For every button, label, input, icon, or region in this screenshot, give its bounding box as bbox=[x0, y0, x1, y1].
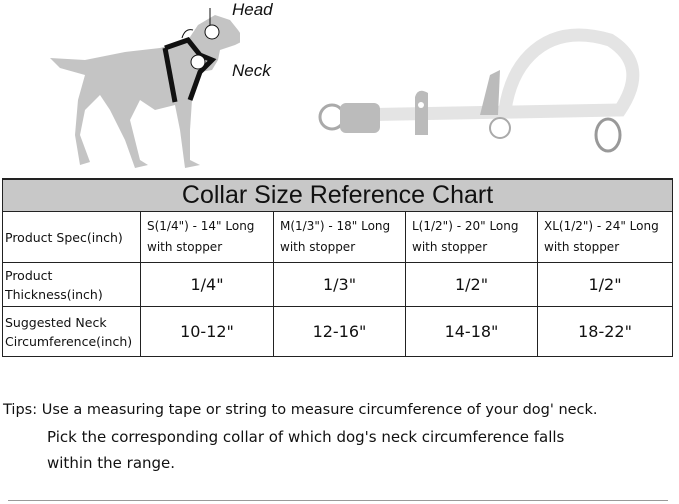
spec-cell: L(1/2") - 20" Long with stopper bbox=[405, 211, 538, 263]
neck-cell: 12-16" bbox=[273, 306, 406, 357]
spec-line: L(1/2") - 20" Long bbox=[412, 219, 519, 233]
row-header: Product Thickness(inch) bbox=[2, 262, 141, 307]
row-header-line: Thickness(inch) bbox=[5, 286, 103, 302]
row-header-line: Circumference(inch) bbox=[5, 333, 133, 349]
spec-cell: S(1/4") - 14" Long with stopper bbox=[140, 211, 274, 263]
neck-cell: 18-22" bbox=[536, 306, 674, 357]
neck-label: Neck bbox=[232, 61, 271, 80]
spec-cell: XL(1/2") - 24" Long with stopper bbox=[536, 211, 674, 263]
neck-cell: 10-12" bbox=[140, 306, 274, 357]
spec-line: M(1/3") - 18" Long bbox=[280, 219, 391, 233]
table-row: Product Thickness(inch) 1/4" 1/3" 1/2" 1/… bbox=[2, 262, 674, 307]
divider bbox=[8, 500, 668, 501]
table-row: Suggested Neck Circumference(inch) 10-12"… bbox=[2, 306, 674, 357]
tips-line-1: Tips: Use a measuring tape or string to … bbox=[3, 402, 598, 418]
table-row: Product Spec(inch) S(1/4") - 14" Long wit… bbox=[2, 211, 674, 263]
tips-line-3: within the range. bbox=[47, 454, 176, 472]
spec-line: XL(1/2") - 24" Long bbox=[544, 219, 659, 233]
rope-collar-photo bbox=[318, 28, 640, 153]
thickness-cell: 1/4" bbox=[140, 262, 274, 307]
tips-line-2: Pick the corresponding collar of which d… bbox=[47, 428, 565, 446]
dog-harness-illustration bbox=[50, 8, 240, 168]
size-chart-table: Collar Size Reference Chart Product Spec… bbox=[1, 178, 674, 357]
spec-cell: M(1/3") - 18" Long with stopper bbox=[273, 211, 406, 263]
row-header: Product Spec(inch) bbox=[2, 211, 141, 263]
thickness-cell: 1/3" bbox=[273, 262, 406, 307]
spec-line: with stopper bbox=[280, 240, 356, 254]
tips-label: Tips: bbox=[3, 402, 38, 418]
head-label: Head bbox=[232, 0, 273, 19]
neck-cell: 14-18" bbox=[405, 306, 538, 357]
tips-text: Use a measuring tape or string to measur… bbox=[41, 402, 598, 418]
row-header-line: Product bbox=[5, 267, 53, 283]
spec-line: S(1/4") - 14" Long bbox=[147, 219, 255, 233]
spec-line: with stopper bbox=[544, 240, 620, 254]
row-header: Suggested Neck Circumference(inch) bbox=[2, 306, 141, 357]
row-header-line: Suggested Neck bbox=[5, 314, 107, 330]
spec-line: with stopper bbox=[147, 240, 223, 254]
spec-line: with stopper bbox=[412, 240, 488, 254]
thickness-cell: 1/2" bbox=[405, 262, 538, 307]
chart-title: Collar Size Reference Chart bbox=[1, 178, 674, 212]
thickness-cell: 1/2" bbox=[536, 262, 674, 307]
